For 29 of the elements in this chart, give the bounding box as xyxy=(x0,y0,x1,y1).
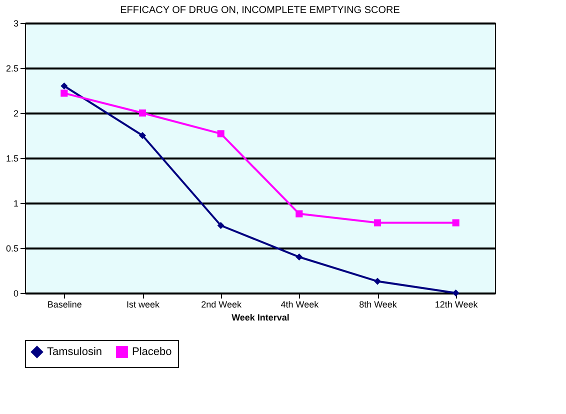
y-tick-label: 2 xyxy=(13,108,18,118)
x-tick-label: 4th Week xyxy=(280,300,320,310)
x-tick-label: 12th Week xyxy=(434,300,478,310)
y-tick-label: 0 xyxy=(13,288,18,298)
point xyxy=(296,210,303,218)
point xyxy=(374,219,382,226)
point xyxy=(452,219,460,226)
y-tick-label: 3 xyxy=(13,18,18,28)
point xyxy=(138,132,146,140)
y-tick-label: 2.5 xyxy=(6,64,18,74)
x-tick-label: 2nd Week xyxy=(201,300,242,310)
point xyxy=(374,278,382,285)
x-tick-label: Baseline xyxy=(47,300,82,310)
point xyxy=(452,289,460,297)
point xyxy=(217,130,224,138)
y-tick-label: 1 xyxy=(13,198,18,208)
point xyxy=(296,253,303,261)
point xyxy=(138,109,146,117)
legend-label: Placebo xyxy=(132,346,172,358)
point xyxy=(217,222,224,230)
x-tick-label: 8th Week xyxy=(359,300,398,310)
y-tick-label: 0.5 xyxy=(6,244,18,254)
x-tick-label: Ist week xyxy=(126,300,160,310)
point xyxy=(60,90,68,97)
x-axis-title: Week Interval xyxy=(232,312,290,322)
point xyxy=(60,82,68,90)
chart-title: EFFICACY OF DRUG ON, INCOMPLETE EMPTYING SCORE xyxy=(120,5,400,16)
legend-label: Tamsulosin xyxy=(47,346,102,358)
y-tick-label: 1.5 xyxy=(6,154,18,164)
